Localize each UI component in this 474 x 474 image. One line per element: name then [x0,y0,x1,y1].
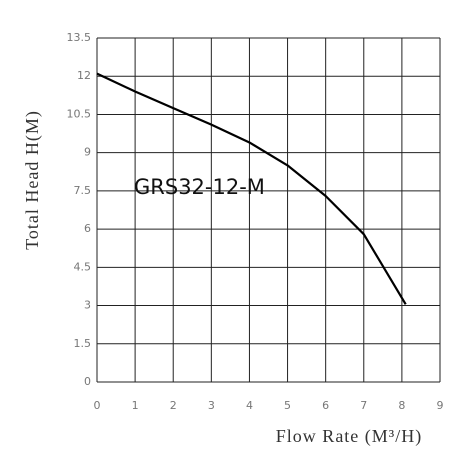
x-tick-label: 5 [284,399,291,412]
x-axis-title: Flow Rate (M³/H) [276,426,422,447]
x-tick-label: 9 [437,399,444,412]
y-axis-title: Total Head H(M) [22,110,43,250]
y-tick-label: 12 [77,69,91,82]
data-line [96,72,407,305]
x-tick-label: 4 [246,399,253,412]
y-tick-label: 6 [84,222,91,235]
y-tick-label: 13.5 [67,31,92,44]
y-tick-label: 7.5 [74,184,92,197]
x-tick-label: 1 [132,399,139,412]
y-tick-label: 9 [84,146,91,159]
x-tick-label: 2 [170,399,177,412]
x-tick-label: 0 [94,399,101,412]
annotation: GRS32-12-M [134,175,265,199]
y-tick-label: 1.5 [74,337,92,350]
y-tick-label: 10.5 [67,107,92,120]
y-tick-label: 3 [84,299,91,312]
x-tick-label: 8 [398,399,405,412]
x-tick-label: 6 [322,399,329,412]
y-tick-label: 4.5 [74,260,92,273]
x-tick-label: 7 [360,399,367,412]
x-tick-label: 3 [208,399,215,412]
y-tick-label: 0 [84,375,91,388]
